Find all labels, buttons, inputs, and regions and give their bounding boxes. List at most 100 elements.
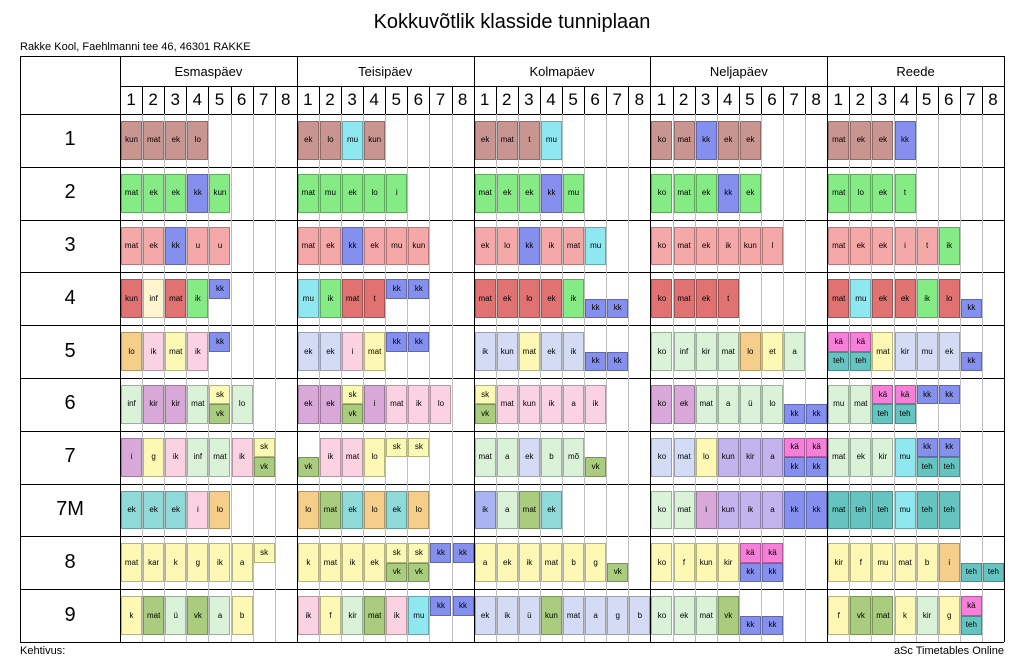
period-guide <box>495 114 497 642</box>
lesson-cell: mu <box>540 121 562 160</box>
lesson-cell: mat <box>319 543 341 583</box>
lesson-cell: kir <box>916 596 938 635</box>
lesson-cell: teh <box>938 457 960 477</box>
lesson-cell: ek <box>540 279 562 319</box>
lesson-cell: g <box>938 596 960 635</box>
lesson-cell: sk <box>386 543 408 563</box>
lesson-cell: mat <box>828 279 850 319</box>
period-header: 6 <box>236 90 247 109</box>
lesson-cell: kir <box>695 332 717 371</box>
lesson-cell: ek <box>850 121 872 160</box>
period-divider <box>562 86 563 114</box>
period-guide <box>252 114 254 642</box>
period-divider <box>584 86 586 114</box>
lesson-cell: kir <box>894 332 916 371</box>
lesson-cell: ik <box>408 385 430 424</box>
period-guide <box>716 114 718 642</box>
period-guide <box>562 114 563 642</box>
grid-border-right <box>1004 56 1005 642</box>
period-header: 1 <box>126 90 136 109</box>
period-divider <box>451 86 453 114</box>
class-label: 1 <box>64 128 76 151</box>
lesson-cell: teh <box>872 490 894 530</box>
lesson-cell: ek <box>474 596 496 635</box>
lesson-cell: ek <box>143 226 165 266</box>
lesson-cell: i <box>894 226 916 266</box>
lesson-cell: mat <box>121 543 143 583</box>
lesson-cell: ik <box>717 226 739 266</box>
lesson-cell: vk <box>342 404 364 424</box>
period-guide <box>738 114 740 642</box>
lesson-cell: kä <box>739 543 761 563</box>
period-guide <box>981 114 983 642</box>
period-header: 1 <box>479 90 490 109</box>
lesson-cell: vk <box>585 457 607 477</box>
lesson-cell: b <box>563 543 585 583</box>
period-divider <box>959 86 961 114</box>
lesson-cell: mat <box>474 173 496 213</box>
period-divider <box>252 86 254 114</box>
lesson-cell: k <box>894 596 916 635</box>
lesson-cell: kä <box>828 332 850 352</box>
lesson-cell: ik <box>563 332 585 371</box>
lesson-cell: ik <box>474 490 496 530</box>
lesson-cell: kun <box>209 173 231 213</box>
lesson-cell: kun <box>540 596 562 635</box>
lesson-cell: mu <box>916 332 938 371</box>
lesson-cell: teh <box>916 490 938 530</box>
lesson-cell: mat <box>474 279 496 319</box>
period-header: 3 <box>347 90 357 109</box>
period-guide <box>805 114 807 642</box>
lesson-cell: sk <box>408 543 430 563</box>
lesson-cell: lo <box>231 385 253 424</box>
period-divider <box>385 86 387 114</box>
lesson-cell: ik <box>474 332 496 371</box>
period-header: 3 <box>877 90 888 109</box>
lesson-cell: ek <box>319 385 341 424</box>
lesson-cell: mat <box>563 596 585 635</box>
period-header: 5 <box>391 90 401 109</box>
lesson-cell: ek <box>872 226 894 266</box>
lesson-cell: vk <box>408 562 430 583</box>
period-header: 8 <box>988 90 998 109</box>
lesson-cell: kk <box>452 543 474 563</box>
lesson-cell: lo <box>430 385 452 424</box>
lesson-cell: b <box>540 437 562 477</box>
lesson-cell: i <box>342 332 364 371</box>
lesson-cell: a <box>496 437 518 477</box>
period-header: 4 <box>723 90 733 109</box>
period-divider <box>937 86 939 114</box>
period-guide <box>164 114 166 642</box>
row-divider <box>20 430 1004 432</box>
lesson-cell: ek <box>143 173 165 213</box>
lesson-cell: lo <box>121 332 143 371</box>
grid-border-left <box>20 56 21 642</box>
lesson-cell: a <box>585 596 607 635</box>
lesson-cell: t <box>916 226 938 266</box>
lesson-cell: kk <box>187 173 209 213</box>
lesson-cell: sk <box>253 543 275 563</box>
period-guide <box>407 114 409 642</box>
lesson-cell: kir <box>828 543 850 583</box>
lesson-cell: ek <box>165 173 187 213</box>
lesson-cell: ek <box>474 226 496 266</box>
period-divider <box>672 86 674 114</box>
period-header: 5 <box>921 90 932 109</box>
lesson-cell: kun <box>364 121 386 160</box>
lesson-cell: kk <box>784 490 806 530</box>
lesson-cell: mat <box>563 226 585 266</box>
period-header: 7 <box>789 90 799 109</box>
lesson-cell: mat <box>828 226 850 266</box>
lesson-cell: kä <box>784 437 806 458</box>
lesson-cell: ik <box>297 596 319 635</box>
period-divider <box>716 86 718 114</box>
lesson-cell: kk <box>806 457 828 477</box>
lesson-cell: teh <box>850 490 872 530</box>
lesson-cell: a <box>496 490 518 530</box>
period-divider <box>495 86 497 114</box>
lesson-cell: mat <box>364 332 386 371</box>
lesson-cell: mu <box>894 490 916 530</box>
row-divider <box>20 219 1004 221</box>
lesson-cell: t <box>518 121 540 160</box>
row-divider <box>20 483 1004 485</box>
